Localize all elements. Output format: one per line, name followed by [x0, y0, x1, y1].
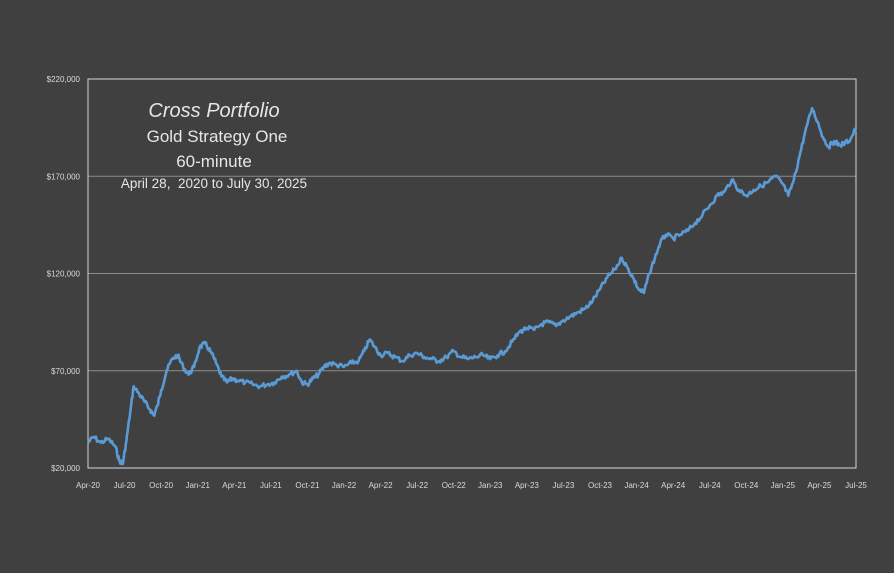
- x-tick-label: Jul-22: [406, 481, 428, 490]
- x-tick-label: Oct-21: [295, 481, 320, 490]
- x-tick-label: Apr-23: [515, 481, 540, 490]
- x-tick-label: Oct-24: [734, 481, 759, 490]
- x-tick-label: Jul-25: [845, 481, 867, 490]
- x-tick-label: Jul-21: [260, 481, 282, 490]
- x-tick-label: Apr-20: [76, 481, 101, 490]
- series-layer: [87, 106, 858, 466]
- x-tick-label: Apr-24: [661, 481, 686, 490]
- y-tick-label: $120,000: [47, 270, 81, 279]
- grid-layer: [88, 175, 856, 372]
- x-tick-label: Apr-22: [369, 481, 394, 490]
- x-tick-label: Jul-24: [699, 481, 721, 490]
- x-tick-label: Jan-25: [771, 481, 796, 490]
- x-tick-label: Jan-23: [478, 481, 503, 490]
- x-tick-label: Oct-20: [149, 481, 174, 490]
- x-tick-label: Apr-21: [222, 481, 247, 490]
- plot-frame: [87, 78, 857, 469]
- chart-title: Cross Portfolio: [148, 100, 279, 122]
- equity-line: [87, 106, 858, 466]
- subtitle-line-1: Gold Strategy One: [147, 127, 288, 146]
- subtitle-line-2: 60-minute: [176, 152, 252, 171]
- x-axis: Apr-20 Jul-20 Oct-20 Jan-21 Apr-21 Jul-21 Oct-…: [76, 481, 867, 490]
- y-tick-label: $70,000: [51, 367, 80, 376]
- y-tick-label: $20,000: [51, 464, 80, 473]
- x-tick-label: Jul-20: [114, 481, 136, 490]
- x-tick-label: Jan-24: [624, 481, 649, 490]
- x-tick-label: Jan-21: [185, 481, 210, 490]
- x-tick-label: Jul-23: [553, 481, 575, 490]
- subtitle-line-3: April 28, 2020 to July 30, 2025: [121, 176, 307, 191]
- x-tick-label: Oct-23: [588, 481, 613, 490]
- y-tick-label: $220,000: [47, 75, 81, 84]
- x-tick-label: Apr-25: [807, 481, 832, 490]
- y-tick-label: $170,000: [47, 172, 81, 181]
- x-tick-label: Oct-22: [442, 481, 467, 490]
- title-block: Cross Portfolio Gold Strategy One 60-min…: [121, 100, 307, 191]
- y-axis: $20,000 $70,000 $120,000 $170,000 $220,000: [47, 75, 81, 473]
- x-tick-label: Jan-22: [332, 481, 357, 490]
